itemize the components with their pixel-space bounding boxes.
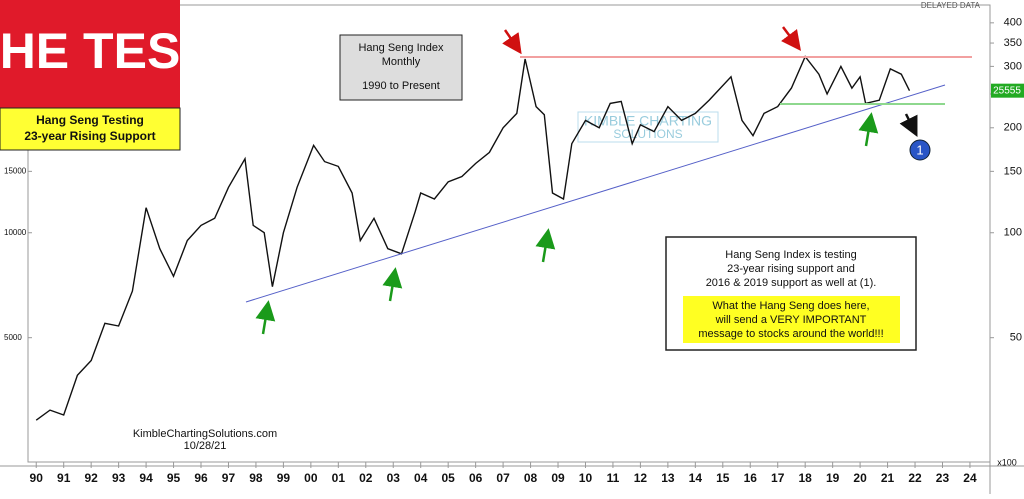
x-tick-label: 99	[277, 471, 291, 485]
x-tick-label: 91	[57, 471, 71, 485]
y2-tick-label: 200	[1004, 122, 1022, 134]
green-arrow	[382, 267, 403, 302]
subtitle: Hang Seng Testing	[36, 113, 144, 127]
x-tick-label: 96	[194, 471, 208, 485]
title: 1990 to Present	[362, 80, 440, 92]
y-tick-label: 15000	[4, 166, 27, 175]
x-tick-label: 02	[359, 471, 373, 485]
x-tick-label: 13	[661, 471, 675, 485]
y2-tick-label: 300	[1004, 60, 1022, 72]
x-tick-label: 12	[634, 471, 648, 485]
x-tick-label: 06	[469, 471, 483, 485]
watermark: KIMBLE CHARTING	[584, 113, 712, 129]
red-arrow	[502, 29, 522, 55]
x-tick-label: 15	[716, 471, 730, 485]
subtitle: 23-year Rising Support	[24, 129, 155, 143]
x-tick-label: 14	[689, 471, 703, 485]
title-box	[339, 34, 463, 101]
last-price-label: 25555	[993, 85, 1021, 96]
x-tick-label: 90	[30, 471, 44, 485]
source: KimbleChartingSolutions.com	[133, 428, 277, 440]
x-tick-label: 10	[579, 471, 593, 485]
black-arrow	[899, 113, 918, 137]
x-tick-label: 20	[853, 471, 867, 485]
x-tick-label: 16	[744, 471, 758, 485]
y2-tick-label: 50	[1010, 332, 1022, 344]
x-tick-label: 05	[441, 471, 455, 485]
y2-tick-label: 400	[1004, 17, 1022, 29]
x-tick-label: 95	[167, 471, 181, 485]
last-price-box	[991, 83, 1024, 98]
x-tick-label: 98	[249, 471, 263, 485]
subtitle-box	[0, 107, 181, 151]
x-tick-label: 00	[304, 471, 318, 485]
warning-box	[683, 296, 900, 343]
note: 2016 & 2019 support as well at (1).	[706, 277, 877, 289]
x-tick-label: 18	[798, 471, 812, 485]
x-tick-label: 21	[881, 471, 895, 485]
y2-tick-label: 100	[1004, 227, 1022, 239]
marker-label: 1	[916, 142, 923, 157]
red-arrow	[781, 26, 801, 51]
x-tick-label: 24	[963, 471, 977, 485]
x-tick-label: 93	[112, 471, 126, 485]
plot-frame	[27, 4, 991, 463]
x-tick-label: 22	[908, 471, 922, 485]
x-tick-label: 09	[551, 471, 565, 485]
price-line	[35, 55, 911, 421]
note: 23-year rising support and	[727, 263, 855, 275]
x-tick-label: 11	[607, 471, 620, 485]
warning: will send a VERY IMPORTANT	[715, 314, 867, 326]
green-arrow	[535, 228, 556, 263]
y2-unit: x100	[997, 457, 1017, 467]
y2-tick-label: 350	[1004, 37, 1022, 49]
watermark-box	[577, 111, 719, 143]
x-tick-label: 08	[524, 471, 538, 485]
x-tick-label: 23	[936, 471, 950, 485]
y-tick-label: 5000	[4, 333, 22, 342]
badge: THE TEST	[0, 23, 211, 79]
y2-tick-label: 150	[1004, 165, 1022, 177]
x-tick-label: 03	[387, 471, 401, 485]
warning: message to stocks around the world!!!	[698, 328, 883, 340]
y-tick-label: 10000	[4, 228, 27, 237]
green-arrow	[255, 300, 276, 335]
title: Monthly	[382, 56, 421, 68]
trend-line	[245, 84, 946, 303]
delayed: DELAYED DATA	[921, 1, 981, 10]
x-tick-label: 94	[139, 471, 153, 485]
x-tick-label: 97	[222, 471, 236, 485]
x-tick-label: 01	[332, 471, 346, 485]
x-tick-label: 04	[414, 471, 428, 485]
arrows	[255, 26, 918, 335]
badge-box	[0, 0, 180, 108]
marker-circle	[909, 139, 931, 161]
x-tick-label: 92	[84, 471, 98, 485]
warning: What the Hang Seng does here,	[712, 300, 869, 312]
x-tick-label: 19	[826, 471, 840, 485]
green-arrow	[858, 112, 879, 147]
x-tick-label: 17	[771, 471, 785, 485]
data-layer	[35, 55, 911, 421]
date: 10/28/21	[184, 440, 227, 452]
note: Hang Seng Index is testing	[725, 249, 856, 261]
x-tick-label: 07	[496, 471, 510, 485]
title: Hang Seng Index	[358, 42, 444, 54]
